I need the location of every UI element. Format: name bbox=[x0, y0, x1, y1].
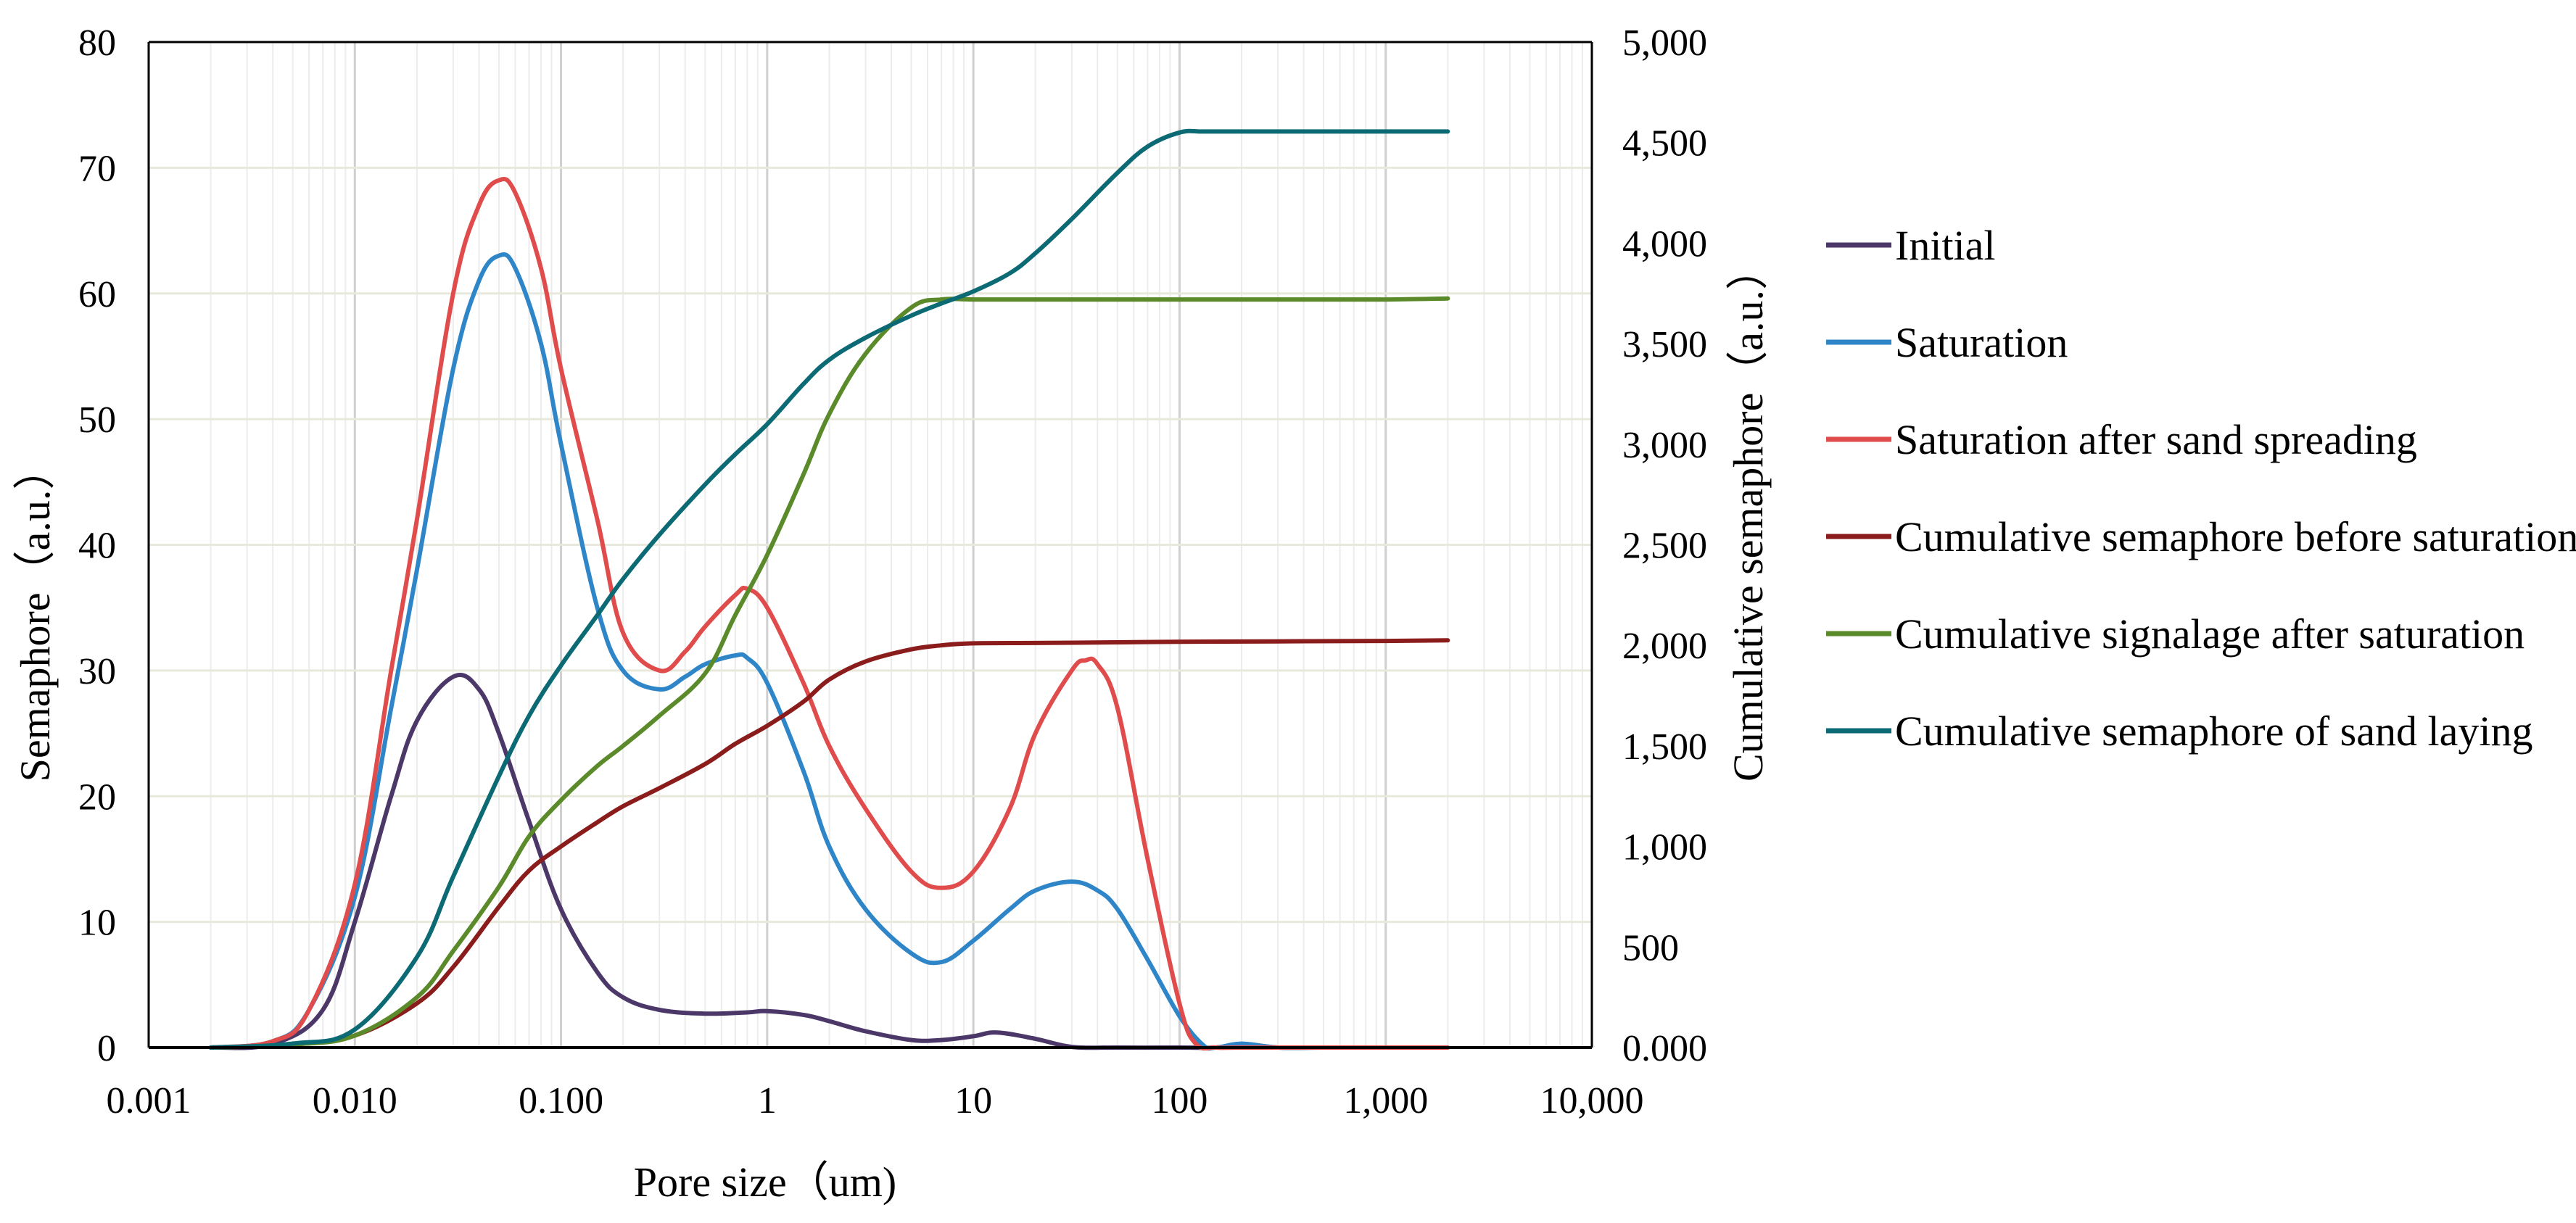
series-lines bbox=[208, 128, 1450, 1051]
y-tick-label: 0 bbox=[97, 1028, 116, 1069]
legend-label-6: Cumulative semaphore of sand laying bbox=[1895, 708, 2532, 755]
y2-tick-label: 500 bbox=[1622, 927, 1679, 969]
y-tick-label: 70 bbox=[78, 148, 116, 189]
y2-tick-label: 4,000 bbox=[1622, 223, 1707, 265]
legend: Initial Saturation Saturation after sand s… bbox=[1826, 222, 2576, 755]
x-tick-label: 0.001 bbox=[107, 1080, 191, 1122]
y2-tick-label: 2,500 bbox=[1622, 526, 1707, 567]
x-tick-label: 100 bbox=[1151, 1080, 1208, 1122]
legend-label-3: Saturation after sand spreading bbox=[1895, 416, 2417, 463]
legend-label-1: Initial bbox=[1895, 222, 1996, 269]
x-tick-label: 10,000 bbox=[1540, 1080, 1644, 1122]
y-tick-label: 80 bbox=[78, 22, 116, 64]
y2-tick-label: 0.000 bbox=[1622, 1028, 1707, 1069]
y-tick-label: 30 bbox=[78, 651, 116, 692]
x-axis-title: Pore size（um) bbox=[634, 1158, 896, 1206]
y2-tick-label: 5,000 bbox=[1622, 22, 1707, 64]
y2-tick-label: 1,500 bbox=[1622, 726, 1707, 768]
y2-tick-label: 3,000 bbox=[1622, 425, 1707, 466]
x-tick-label: 10 bbox=[954, 1080, 992, 1122]
y-tick-label: 40 bbox=[78, 526, 116, 567]
y2-tick-label: 1,000 bbox=[1622, 827, 1707, 868]
axes bbox=[147, 41, 1593, 1049]
x-tick-label: 1,000 bbox=[1343, 1080, 1428, 1122]
y-tick-label: 10 bbox=[78, 903, 116, 944]
y-axis-title: Semaphore（a.u.） bbox=[12, 448, 59, 782]
series-line-3 bbox=[208, 177, 1450, 1051]
x-tick-label: 1 bbox=[758, 1080, 777, 1122]
x-tick-label: 0.010 bbox=[313, 1080, 397, 1122]
legend-label-4: Cumulative semaphore before saturation bbox=[1895, 513, 2576, 560]
x-tick-label: 0.100 bbox=[519, 1080, 603, 1122]
series-line-4 bbox=[208, 638, 1450, 1050]
tick-labels: 0.001 0.010 0.100 1 10 100 1,000 10,000 0 10 20 30 4… bbox=[78, 22, 1707, 1122]
grid bbox=[147, 41, 1593, 1048]
y2-axis-title: Cumulative semaphore（a.u.） bbox=[1725, 248, 1772, 782]
y-tick-label: 50 bbox=[78, 399, 116, 441]
series-line-5 bbox=[208, 296, 1450, 1050]
series-line-2 bbox=[208, 252, 1450, 1051]
y2-tick-label: 3,500 bbox=[1622, 324, 1707, 365]
y2-tick-label: 2,000 bbox=[1622, 626, 1707, 667]
legend-label-2: Saturation bbox=[1895, 319, 2068, 366]
y2-tick-label: 4,500 bbox=[1622, 123, 1707, 165]
series-line-6 bbox=[208, 128, 1450, 1050]
legend-label-5: Cumulative signalage after saturation bbox=[1895, 610, 2525, 658]
y-tick-label: 60 bbox=[78, 274, 116, 315]
y-tick-label: 20 bbox=[78, 776, 116, 818]
